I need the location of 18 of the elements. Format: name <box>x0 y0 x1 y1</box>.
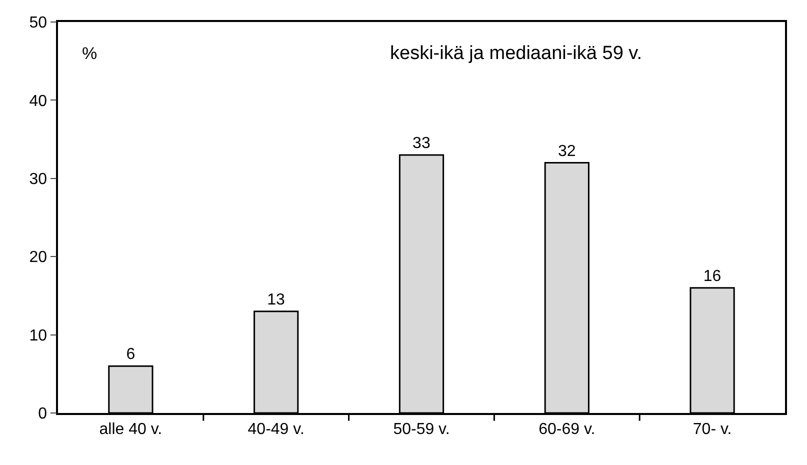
data-label: 32 <box>558 142 576 160</box>
y-tick-label: 10 <box>29 327 48 344</box>
x-tick-label: alle 40 v. <box>99 420 162 438</box>
text: keski-ikä ja mediaani-ikä 59 v. <box>390 43 642 64</box>
data-label: 16 <box>703 268 722 285</box>
y-axis-title: % <box>82 44 98 63</box>
data-label: 6 <box>126 346 136 364</box>
x-tick-label: 50-59 v. <box>393 420 450 438</box>
y-tick-label: 50 <box>29 14 48 32</box>
x-tick-label: 60-69 v. <box>538 420 596 438</box>
x-tick-label: 70- v. <box>692 420 732 438</box>
y-tick-label: 0 <box>38 406 48 423</box>
y-tick-label: 20 <box>29 249 48 266</box>
y-tick-label: 30 <box>29 171 48 188</box>
data-label: 33 <box>412 134 430 152</box>
y-tick-label: 40 <box>29 92 48 110</box>
x-tick-label: 40-49 v. <box>248 420 304 438</box>
data-label: 13 <box>267 291 286 308</box>
